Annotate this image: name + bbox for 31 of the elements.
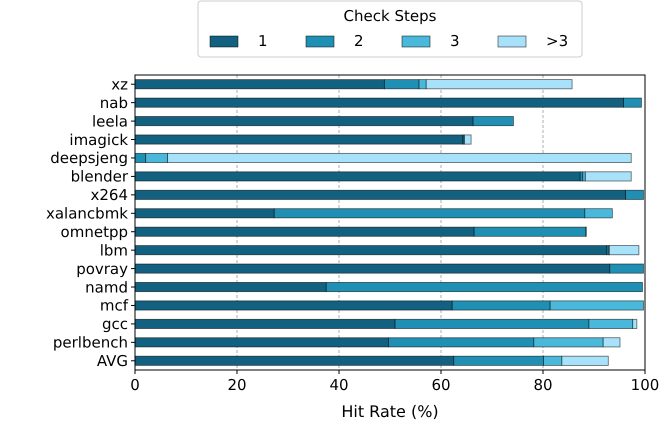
y-tick-label: omnetpp [60, 222, 128, 241]
y-tick-label: leela [92, 112, 128, 130]
y-tick-label: deepsjeng [50, 149, 128, 168]
x-tick-label: 20 [227, 376, 247, 394]
legend-title: Check Steps [344, 7, 437, 25]
y-tick-label: gcc [102, 315, 128, 334]
y-tick-label: blender [70, 168, 129, 186]
x-tick-label: 100 [630, 376, 660, 394]
y-tick-label: perlbench [52, 334, 128, 352]
x-tick-label: 60 [431, 376, 451, 394]
legend-label: >3 [546, 32, 568, 50]
bar [464, 134, 472, 145]
y-tick-label: x264 [90, 186, 128, 204]
y-tick-label: nab [100, 94, 128, 112]
y-tick-label: namd [85, 278, 128, 296]
legend-label: 1 [258, 32, 268, 50]
legend-label: 3 [450, 32, 460, 50]
y-tick-label: xalancbmk [46, 204, 128, 223]
legend-label: 2 [354, 32, 364, 50]
y-tick-label: povray [76, 260, 128, 278]
x-axis-title: Hit Rate (%) [341, 402, 439, 421]
y-tick-label: lbm [100, 241, 128, 260]
x-tick-label: 40 [329, 376, 349, 394]
x-tick-label: 80 [533, 376, 553, 394]
x-tick-label: 0 [130, 376, 140, 394]
y-tick-label: mcf [100, 296, 129, 315]
y-tick-label: AVG [96, 352, 128, 370]
y-tick-label: imagick [69, 130, 128, 149]
bar [608, 245, 640, 256]
bar [584, 171, 632, 182]
y-tick-label: xz [111, 75, 128, 94]
